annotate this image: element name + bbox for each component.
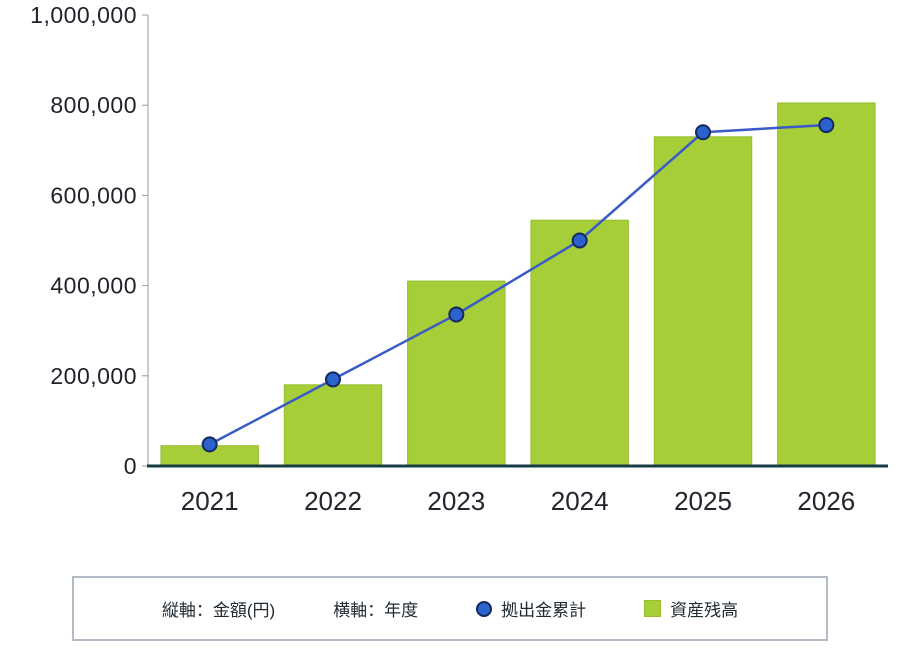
- svg-text:800,000: 800,000: [50, 92, 137, 118]
- svg-text:0: 0: [124, 453, 137, 479]
- svg-text:2022: 2022: [304, 486, 362, 516]
- legend-horizontal-axis: 横軸：年度: [333, 596, 418, 621]
- chart-legend: 縦軸：金額(円) 横軸：年度 拠出金累計 資産残高: [72, 576, 828, 641]
- svg-text:1,000,000: 1,000,000: [30, 2, 137, 28]
- svg-text:2026: 2026: [797, 486, 855, 516]
- svg-text:2021: 2021: [181, 486, 239, 516]
- svg-text:200,000: 200,000: [50, 363, 137, 389]
- legend-vertical-axis: 縦軸：金額(円): [162, 596, 275, 621]
- svg-text:2025: 2025: [674, 486, 732, 516]
- asset-simulation-chart: 0 200,000 400,000 600,000 800,000 1,000,000 20…: [30, 2, 888, 516]
- svg-text:600,000: 600,000: [50, 182, 137, 208]
- legend-contribution-series: 拠出金累計: [476, 596, 586, 621]
- svg-text:400,000: 400,000: [50, 273, 137, 299]
- legend-contribution-label: 拠出金累計: [501, 601, 587, 620]
- legend-asset-series: 資産残高: [644, 596, 738, 621]
- legend-vertical-axis-label: 縦軸：金額(円): [161, 601, 276, 620]
- legend-horizontal-axis-label: 横軸：年度: [333, 601, 419, 620]
- asset-square-icon: [644, 600, 662, 617]
- svg-text:2023: 2023: [427, 486, 485, 516]
- legend-asset-label: 資産残高: [670, 601, 739, 620]
- svg-text:2024: 2024: [551, 486, 609, 516]
- contribution-dot-icon: [476, 600, 493, 617]
